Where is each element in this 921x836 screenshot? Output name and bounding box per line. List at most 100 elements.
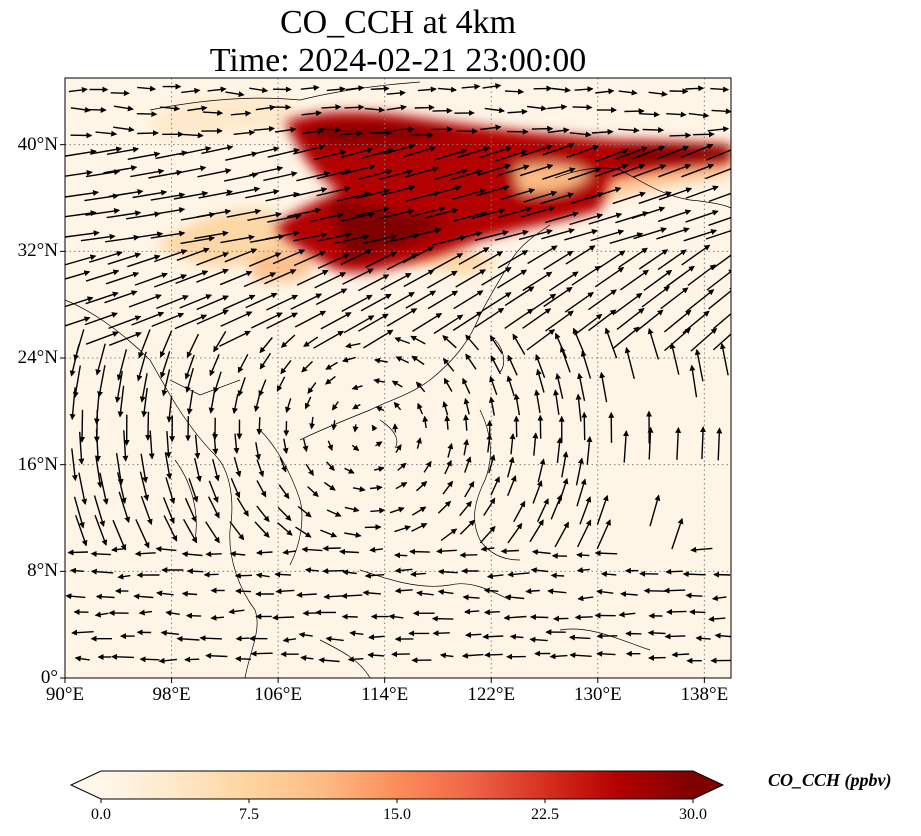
wind-arrow (207, 86, 227, 93)
wind-arrow (220, 234, 255, 244)
wind-arrow (465, 353, 477, 370)
wind-arrow (588, 212, 623, 225)
wind-arrow (599, 371, 608, 403)
wind-arrow (307, 486, 319, 497)
wind-arrow (205, 652, 228, 659)
wind-arrow (666, 608, 687, 615)
wind-arrow (128, 294, 162, 308)
wind-arrow (504, 286, 535, 307)
wind-arrow (325, 635, 344, 642)
wind-arrow (402, 246, 434, 264)
wind-arrow (85, 169, 121, 178)
wind-arrow (352, 486, 366, 493)
wind-arrow (479, 525, 496, 544)
colorbar-label: CO_CCH (ppbv) (768, 770, 892, 790)
lon-tick-label: 130°E (573, 684, 622, 705)
wind-arrow (386, 104, 407, 111)
wind-arrow (86, 106, 107, 113)
wind-arrow (122, 430, 129, 462)
wind-arrow (714, 632, 731, 639)
wind-arrow (185, 612, 202, 619)
wind-arrow (345, 85, 365, 92)
wind-arrow (409, 548, 430, 555)
wind-arrow (65, 169, 93, 177)
colorbar-outline (69, 770, 725, 800)
wind-arrow (344, 531, 362, 538)
wind-arrow (117, 385, 125, 418)
wind-arrow (111, 653, 135, 660)
wind-arrow (415, 381, 426, 393)
wind-arrow (453, 210, 488, 222)
wind-arrow (609, 232, 644, 244)
wind-arrow (225, 91, 245, 98)
wind-arrow (384, 291, 415, 310)
lat-ticks (60, 144, 65, 679)
wind-arrow (247, 211, 282, 221)
wind-arrow (685, 85, 705, 92)
wind-arrow (290, 293, 323, 310)
wind-arrow (391, 380, 403, 388)
wind-arrow (186, 389, 194, 415)
wind-arrow (370, 85, 390, 92)
wind-arrow (208, 480, 219, 503)
wind-arrow (575, 457, 584, 486)
wind-arrow (643, 269, 673, 291)
wind-arrow (490, 476, 500, 496)
wind-arrow (503, 614, 527, 621)
wind-arrow (296, 171, 331, 182)
wind-arrow (156, 590, 174, 597)
wind-arrow (256, 417, 263, 436)
wind-arrow (648, 90, 668, 97)
wind-arrow (141, 387, 148, 418)
wind-arrow (540, 192, 575, 205)
wind-arrow (453, 290, 484, 310)
wind-arrow (199, 635, 222, 642)
wind-arrow (236, 497, 249, 517)
wind-arrow (127, 254, 161, 268)
wind-arrow (182, 518, 198, 544)
wind-arrow (230, 110, 252, 117)
wind-arrow (444, 415, 451, 430)
wind-arrow (525, 588, 540, 595)
wind-arrow (208, 390, 216, 414)
wind-arrow (343, 315, 375, 334)
wind-arrow (161, 369, 171, 397)
wind-arrow (422, 415, 429, 429)
wind-arrow (519, 163, 554, 177)
wind-arrow (280, 334, 296, 348)
wind-arrow (669, 342, 680, 375)
wind-arrow (554, 332, 568, 359)
wind-arrow (600, 571, 617, 578)
wind-arrow (358, 274, 390, 292)
wind-arrow (549, 653, 568, 660)
wind-arrow (223, 294, 256, 310)
wind-arrow (295, 526, 312, 538)
wind-arrow (432, 630, 450, 637)
wind-arrow (365, 251, 397, 269)
wind-vectors (65, 83, 731, 664)
wind-arrow (89, 250, 123, 263)
wind-arrow (137, 85, 156, 92)
wind-arrow (331, 401, 339, 411)
wind-arrow (556, 437, 563, 463)
wind-arrow (507, 475, 517, 497)
map-panel (60, 77, 732, 683)
wind-arrow (649, 494, 661, 527)
wind-arrow (509, 433, 516, 455)
wind-arrow (282, 438, 289, 455)
wind-arrow (641, 286, 671, 308)
wind-arrow (405, 166, 440, 178)
wind-arrow (114, 370, 123, 403)
wind-arrow (587, 289, 617, 311)
wind-arrow (675, 426, 682, 460)
wind-arrow (115, 452, 124, 486)
wind-arrow (179, 294, 213, 309)
wind-arrow (293, 232, 328, 242)
wind-arrow (464, 481, 475, 498)
wind-arrow (494, 149, 528, 162)
wind-arrow (285, 398, 292, 414)
wind-arrow (612, 191, 646, 205)
wind-arrow (175, 270, 209, 285)
wind-arrow (117, 472, 127, 504)
wind-arrow (109, 331, 142, 346)
